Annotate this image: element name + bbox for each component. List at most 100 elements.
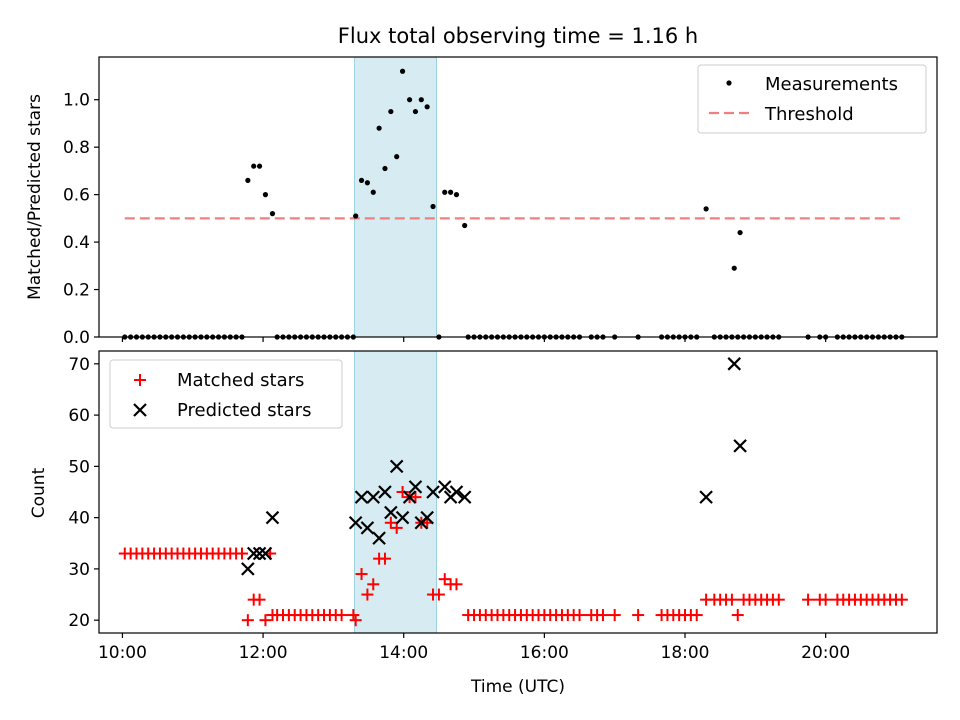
matched-star-point <box>367 578 380 591</box>
measurement-point <box>353 213 359 219</box>
matched-star-point <box>349 614 362 627</box>
predicted-star-point <box>449 485 464 499</box>
predicted-star-point <box>241 562 255 576</box>
legend-predicted-label: Predicted stars <box>177 400 311 421</box>
bottom-y-tick-label: 30 <box>68 560 90 580</box>
bottom-legend: Matched stars Predicted stars <box>109 359 343 429</box>
matched-star-point <box>731 609 744 622</box>
matched-star-point <box>396 486 409 498</box>
x-tick-label: 10:00 <box>98 643 147 663</box>
measurement-point <box>418 97 424 103</box>
measurement-point <box>269 211 276 217</box>
matched-star-point <box>235 547 248 560</box>
predicted-star-point <box>246 546 261 561</box>
bottom-y-ticks: 20 30 40 50 60 70 <box>68 355 99 631</box>
measurement-point <box>370 189 376 195</box>
matched-star-point <box>347 609 360 622</box>
legend-matched-marker <box>134 374 146 386</box>
x-tick-label: 16:00 <box>520 643 569 663</box>
matched-star-point <box>573 609 586 622</box>
matched-star-point <box>384 516 397 529</box>
measurement-point <box>262 192 269 198</box>
bottom-panel-frame <box>98 350 938 634</box>
top-y-tick-label: 0.8 <box>63 138 90 158</box>
top-panel: Flux total observing time = 1.16 h 0.00.… <box>25 24 938 348</box>
predicted-star-point <box>389 459 404 474</box>
predicted-star-point <box>360 521 375 535</box>
bottom-x-ticks: 10:00 12:00 14:00 16:00 18:00 20:00 <box>98 633 850 663</box>
legend-measurements-label: Measurements <box>765 74 898 95</box>
measurement-point <box>424 104 430 110</box>
matched-star-point <box>361 588 374 601</box>
top-y-tick-label: 0.6 <box>63 186 90 206</box>
top-panel-title: Flux total observing time = 1.16 h <box>338 24 698 48</box>
measurement-point <box>376 125 382 131</box>
legend-predicted-marker <box>133 403 147 417</box>
predicted-star-point <box>252 546 267 561</box>
bottom-y-tick-label: 20 <box>68 611 90 631</box>
matched-star-point <box>450 578 463 591</box>
top-y-tick-label: 0.0 <box>63 328 90 348</box>
bottom-y-tick-label: 50 <box>68 457 90 477</box>
matched-star-point <box>378 552 391 565</box>
bottom-panel: 20 30 40 50 60 70 10:00 12:00 14:00 16:00 18:00 20… <box>29 350 938 697</box>
top-y-axis-label: Matched/Predicted stars <box>25 94 45 300</box>
x-tick-label: 20:00 <box>801 643 850 663</box>
top-y-ticks: 0.0 0.2 0.4 0.6 0.8 1.0 <box>63 91 99 348</box>
matched-star-point <box>596 609 609 622</box>
top-y-tick-label: 0.4 <box>63 233 90 253</box>
x-tick-label: 12:00 <box>239 643 288 663</box>
top-x-ticks <box>121 337 827 342</box>
bottom-y-tick-label: 40 <box>68 509 90 529</box>
top-legend: Measurements Threshold <box>697 64 927 134</box>
predicted-star-point <box>733 439 747 453</box>
bottom-legend-box <box>109 359 343 429</box>
legend-threshold-label: Threshold <box>764 104 854 125</box>
matched-star-point <box>632 609 645 622</box>
matched-star-point <box>895 593 908 606</box>
matched-star-point <box>355 568 368 581</box>
matched-star-point <box>772 593 785 606</box>
top-y-tick-label: 0.2 <box>63 281 90 301</box>
measurement-point <box>412 108 419 115</box>
bottom-x-axis-label: Time (UTC) <box>470 677 565 697</box>
measurement-point <box>256 163 263 169</box>
measurement-point <box>406 97 413 103</box>
predicted-stars-points <box>241 357 747 576</box>
measurement-point <box>399 68 406 74</box>
measurement-point <box>442 189 448 195</box>
matched-star-point <box>690 609 703 622</box>
top-y-tick-label: 1.0 <box>63 91 90 111</box>
measurement-point <box>251 163 257 169</box>
predicted-star-point <box>437 480 452 494</box>
predicted-star-point <box>354 490 369 504</box>
measurement-point <box>388 108 394 115</box>
matched-star-point <box>253 593 266 606</box>
matched-star-point <box>432 588 445 601</box>
predicted-star-point <box>457 490 472 504</box>
top-panel-frame <box>98 56 938 338</box>
matched-star-point <box>802 593 815 606</box>
predicted-star-point <box>699 490 713 504</box>
matched-star-point <box>241 614 254 627</box>
predicted-star-point <box>384 505 398 520</box>
top-highlight-span <box>354 56 437 338</box>
bottom-y-tick-label: 60 <box>68 406 90 426</box>
predicted-star-point <box>348 515 363 530</box>
matched-star-point <box>335 609 348 622</box>
predicted-star-point <box>727 357 742 371</box>
matched-star-point <box>608 609 621 622</box>
predicted-star-point <box>265 510 280 525</box>
measurement-point <box>703 206 709 212</box>
measurement-point <box>731 265 737 271</box>
matched-star-point <box>390 521 403 534</box>
matched-star-point <box>259 614 272 627</box>
predicted-star-point <box>372 531 386 545</box>
predicted-star-point <box>378 485 392 499</box>
bottom-y-tick-label: 70 <box>68 355 90 375</box>
predicted-star-point <box>420 510 434 525</box>
measurement-point <box>448 189 454 195</box>
measurement-point <box>245 177 251 183</box>
predicted-star-point <box>366 490 381 504</box>
